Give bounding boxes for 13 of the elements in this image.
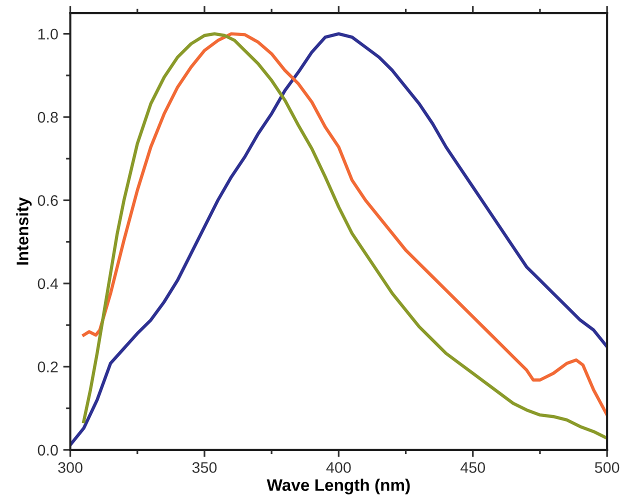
y-tick-label: 0.8	[38, 112, 58, 123]
y-tick-label: 1.0	[38, 28, 58, 40]
x-tick-label: 500	[594, 462, 620, 473]
y-axis-title: Intensity	[16, 197, 32, 265]
y-tick-label: 0.2	[38, 362, 58, 372]
x-tick-label: 450	[460, 462, 486, 473]
x-tick-label: 400	[326, 462, 351, 473]
y-tick-label: 0.4	[38, 278, 58, 290]
y-tick-label: 0.6	[38, 195, 58, 206]
x-axis-title: Wave Length (nm)	[266, 478, 410, 494]
x-tick-label: 350	[192, 462, 217, 473]
x-tick-label: 300	[58, 462, 82, 473]
y-tick-label: 0.0	[38, 444, 58, 456]
